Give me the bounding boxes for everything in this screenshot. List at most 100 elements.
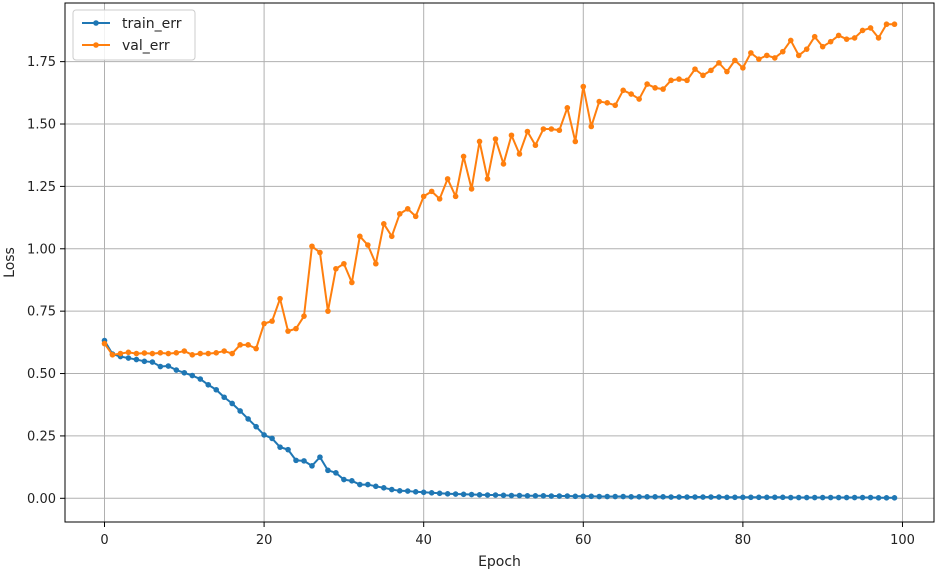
- x-tick-label: 40: [415, 533, 432, 548]
- data-point: [149, 350, 156, 357]
- data-point: [779, 494, 786, 501]
- data-point: [668, 77, 674, 84]
- data-point: [732, 57, 738, 64]
- data-point: [404, 206, 411, 212]
- x-tick-label: 60: [575, 533, 592, 548]
- data-point: [444, 491, 451, 497]
- data-point: [365, 242, 371, 248]
- data-point: [452, 193, 459, 200]
- data-point: [787, 37, 794, 44]
- data-point: [795, 494, 802, 501]
- data-point: [636, 96, 642, 102]
- data-point: [388, 233, 395, 240]
- data-point: [245, 416, 251, 422]
- data-point: [668, 494, 674, 500]
- legend-label: train_err: [122, 16, 182, 32]
- data-point: [325, 467, 331, 474]
- data-point: [245, 342, 251, 348]
- data-point: [620, 87, 626, 94]
- data-point: [333, 470, 339, 476]
- data-point: [811, 494, 818, 501]
- data-point: [556, 493, 563, 499]
- data-point: [843, 36, 850, 42]
- data-point: [628, 91, 634, 97]
- data-point: [540, 493, 547, 499]
- data-point: [173, 367, 180, 373]
- data-point: [756, 494, 762, 501]
- data-point: [293, 325, 299, 332]
- series-train_err: [101, 337, 898, 501]
- data-point: [436, 196, 443, 202]
- data-point: [420, 193, 427, 200]
- data-point: [269, 435, 275, 442]
- legend-marker: [93, 20, 99, 26]
- data-point: [564, 104, 571, 111]
- data-point: [420, 489, 427, 496]
- data-point: [548, 493, 555, 499]
- data-point: [460, 153, 467, 160]
- data-point: [732, 494, 738, 501]
- data-point: [301, 458, 307, 464]
- data-point: [500, 492, 507, 499]
- data-point: [516, 492, 523, 499]
- data-point: [261, 432, 267, 438]
- data-point: [548, 126, 555, 132]
- data-point: [660, 493, 666, 500]
- data-point: [468, 186, 475, 192]
- data-point: [412, 489, 419, 495]
- grid: [65, 3, 934, 522]
- y-tick-label: 1.75: [27, 55, 56, 70]
- data-point: [676, 494, 682, 500]
- data-point: [652, 85, 658, 91]
- data-point: [221, 348, 227, 354]
- data-point: [596, 98, 603, 105]
- data-point: [237, 342, 243, 348]
- data-point: [500, 161, 507, 167]
- x-tick-label: 20: [256, 533, 273, 548]
- data-point: [492, 492, 499, 498]
- data-point: [803, 494, 810, 501]
- data-point: [141, 350, 148, 356]
- data-point: [197, 376, 204, 382]
- x-tick-label: 0: [100, 533, 108, 548]
- data-point: [444, 176, 451, 182]
- data-point: [117, 350, 124, 357]
- data-point: [388, 486, 395, 493]
- x-axis-label: Epoch: [478, 554, 521, 570]
- data-point: [181, 348, 188, 354]
- data-point: [875, 494, 882, 501]
- legend-entries: train_err val_err: [82, 16, 182, 54]
- data-point: [628, 493, 634, 500]
- data-point: [891, 21, 898, 28]
- data-point: [349, 478, 355, 484]
- data-point: [572, 138, 579, 145]
- data-point: [229, 350, 235, 357]
- data-point: [452, 491, 459, 497]
- data-point: [867, 25, 874, 31]
- data-point: [189, 352, 196, 358]
- data-point: [277, 295, 283, 302]
- data-point: [700, 494, 706, 500]
- data-point: [572, 493, 579, 500]
- data-point: [428, 490, 435, 496]
- legend-marker: [93, 42, 99, 48]
- data-point: [476, 138, 483, 145]
- data-point: [532, 142, 539, 149]
- data-point: [883, 21, 890, 28]
- data-point: [309, 243, 315, 250]
- data-point: [309, 463, 315, 469]
- data-point: [764, 494, 770, 501]
- data-point: [795, 52, 802, 59]
- data-point: [325, 308, 331, 314]
- data-point: [811, 33, 818, 40]
- data-point: [205, 381, 212, 388]
- data-point: [133, 350, 140, 357]
- data-point: [396, 488, 403, 494]
- data-point: [724, 68, 730, 75]
- data-point: [484, 176, 491, 182]
- data-point: [684, 494, 690, 500]
- data-point: [787, 494, 794, 501]
- series-val_err: [101, 21, 898, 358]
